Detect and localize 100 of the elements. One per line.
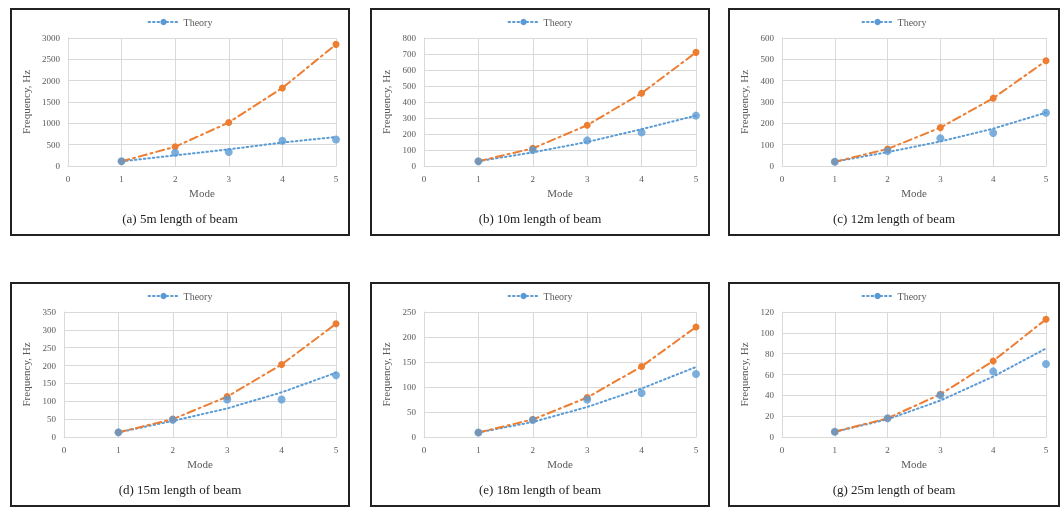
- x-tick-label: 3: [584, 173, 590, 184]
- x-tick-label: 5: [333, 173, 339, 184]
- y-tick-label: 80: [765, 348, 775, 359]
- x-tick-label: 2: [885, 444, 890, 455]
- text: (b) 10m length of beam: [478, 211, 602, 226]
- x-tick-label: 3: [938, 444, 944, 455]
- y-tick-label: 200: [760, 118, 775, 129]
- y-tick-label: 300: [42, 324, 57, 335]
- y-tick-label: 50: [407, 407, 417, 417]
- y-tick-label: 500: [760, 54, 775, 65]
- x-tick-label: 5: [693, 173, 699, 184]
- y-tick-label: 60: [765, 369, 775, 380]
- x-tick-label: 5: [1043, 173, 1049, 184]
- y-tick-label: 3000: [41, 33, 61, 43]
- y-axis-title: Frequency, Hz: [738, 69, 751, 135]
- x-tick-label: 4: [280, 173, 286, 184]
- y-tick-label: 500: [402, 81, 417, 91]
- x-tick-label: 4: [279, 444, 285, 455]
- x-tick-label: 0: [421, 173, 427, 184]
- y-tick-label: 40: [765, 390, 775, 401]
- legend-label: Theory: [897, 16, 927, 28]
- y-tick-label: 0: [55, 161, 61, 171]
- y-tick-label: 200: [402, 129, 417, 139]
- y-axis-title: Frequency, Hz: [20, 342, 33, 407]
- x-tick-label: 1: [832, 173, 838, 184]
- legend-label: Theory: [897, 290, 927, 302]
- y-tick-label: 50: [47, 414, 57, 425]
- x-axis-title: Mode: [901, 187, 927, 200]
- x-tick-label: 3: [224, 444, 230, 455]
- y-tick-label: 300: [760, 97, 775, 107]
- y-axis-title: Frequency, Hz: [738, 342, 751, 407]
- y-tick-label: 150: [42, 378, 57, 389]
- x-tick-label: 5: [693, 444, 699, 455]
- y-tick-label: 0: [411, 161, 417, 171]
- y-tick-label: 250: [42, 342, 57, 353]
- y-tick-label: 120: [760, 307, 775, 317]
- text: (e) 18m length of beam: [478, 482, 602, 497]
- y-axis-title: Frequency, Hz: [380, 69, 393, 135]
- y-tick-label: 100: [402, 145, 417, 155]
- y-tick-label: 200: [42, 360, 57, 371]
- y-axis-title: Frequency, Hz: [380, 342, 393, 407]
- y-tick-label: 0: [769, 161, 775, 171]
- x-tick-label: 3: [226, 173, 232, 184]
- x-tick-label: 3: [584, 444, 590, 455]
- x-tick-label: 0: [779, 444, 785, 455]
- x-tick-label: 1: [116, 444, 121, 455]
- y-tick-label: 600: [402, 65, 417, 75]
- text: (c) 12m length of beam: [832, 211, 956, 226]
- y-tick-label: 250: [402, 307, 417, 317]
- y-tick-label: 2000: [41, 75, 61, 86]
- x-tick-label: 2: [170, 444, 176, 455]
- y-tick-label: 0: [769, 432, 775, 442]
- x-tick-label: 3: [938, 173, 944, 184]
- y-axis-title: Frequency, Hz: [19, 69, 32, 135]
- x-axis-title: Mode: [187, 458, 213, 471]
- x-tick-label: 2: [530, 173, 536, 184]
- x-tick-label: 4: [639, 173, 645, 184]
- x-axis-title: Mode: [189, 187, 215, 200]
- y-tick-label: 600: [760, 33, 775, 43]
- x-tick-label: 0: [65, 173, 71, 184]
- x-tick-label: 1: [119, 173, 124, 184]
- x-tick-label: 5: [333, 444, 339, 455]
- y-tick-label: 100: [402, 382, 417, 392]
- legend-label: Theory: [183, 16, 213, 28]
- y-tick-label: 0: [51, 432, 57, 442]
- y-tick-label: 20: [765, 411, 775, 422]
- x-tick-label: 5: [1043, 444, 1049, 455]
- y-tick-label: 2500: [41, 54, 61, 65]
- text: (g) 25m length of beam: [832, 482, 956, 497]
- y-tick-label: 800: [402, 33, 417, 43]
- y-tick-label: 400: [760, 75, 775, 86]
- y-tick-label: 200: [402, 332, 417, 342]
- x-tick-label: 1: [832, 444, 838, 455]
- x-tick-label: 2: [885, 173, 890, 184]
- legend-label: Theory: [183, 290, 213, 302]
- y-tick-label: 100: [760, 139, 775, 150]
- x-tick-label: 4: [639, 444, 645, 455]
- y-tick-label: 150: [402, 357, 417, 367]
- y-tick-label: 100: [760, 327, 775, 338]
- x-tick-label: 2: [530, 444, 536, 455]
- x-axis-title: Mode: [901, 458, 927, 471]
- x-tick-label: 1: [476, 444, 481, 455]
- x-tick-label: 2: [172, 173, 178, 184]
- text: (d) 15m length of beam: [118, 482, 242, 497]
- y-tick-label: 100: [42, 396, 57, 407]
- y-tick-label: 700: [402, 49, 417, 59]
- y-tick-label: 300: [402, 113, 417, 123]
- x-tick-label: 4: [990, 173, 996, 184]
- x-tick-label: 1: [476, 173, 481, 184]
- x-axis-title: Mode: [547, 458, 573, 471]
- x-tick-label: 0: [779, 173, 785, 184]
- legend-label: Theory: [543, 290, 573, 302]
- x-tick-label: 4: [990, 444, 996, 455]
- text: (a) 5m length of beam: [122, 211, 238, 226]
- y-tick-label: 350: [42, 307, 57, 317]
- y-tick-label: 400: [402, 97, 417, 107]
- x-tick-label: 0: [421, 444, 427, 455]
- x-axis-title: Mode: [547, 187, 573, 200]
- y-tick-label: 1000: [41, 118, 61, 129]
- y-tick-label: 0: [411, 432, 417, 442]
